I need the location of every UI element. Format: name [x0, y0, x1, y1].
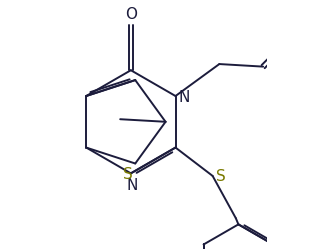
Text: S: S — [123, 166, 132, 182]
Text: N: N — [126, 178, 138, 193]
Text: N: N — [179, 89, 190, 104]
Text: O: O — [125, 8, 137, 22]
Text: S: S — [216, 169, 225, 184]
